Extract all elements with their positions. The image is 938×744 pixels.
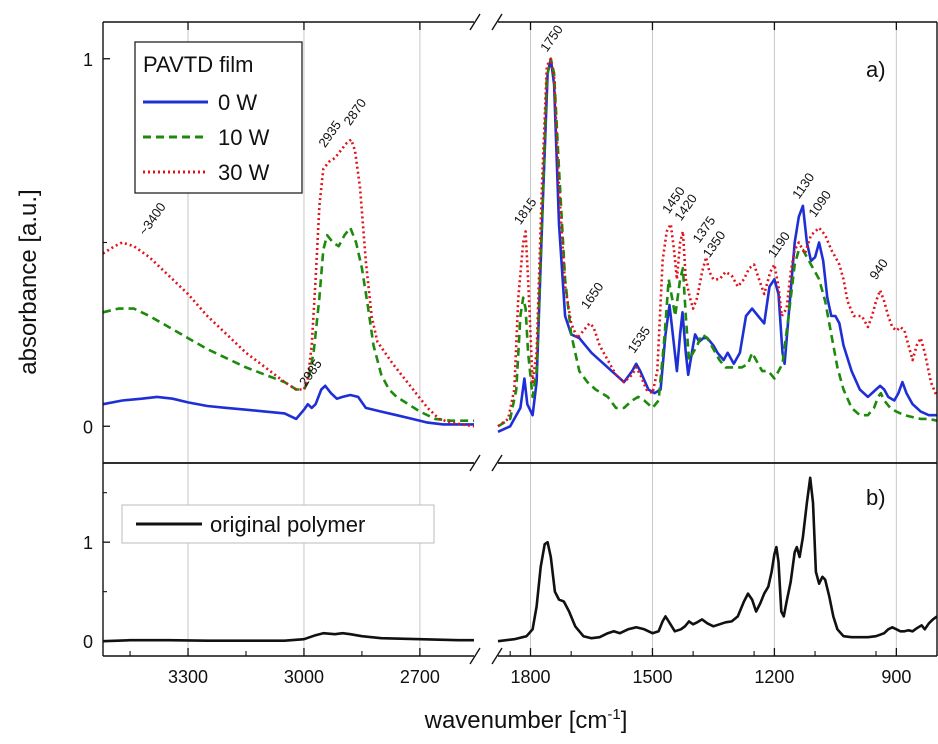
axis-ticks: 0 1 0 1 3300 3000 2700 1800 1500 1200 900 <box>83 22 938 687</box>
peak-label-940: 940 <box>866 256 891 282</box>
peak-label-1090: 1090 <box>805 188 834 220</box>
axis-break-gap <box>475 20 497 658</box>
peak-label-2870: 2870 <box>340 96 369 128</box>
ytick-label-b-1: 1 <box>83 533 93 553</box>
break-mark-2-r <box>491 647 503 665</box>
legend-panel-b: original polymer <box>121 504 435 544</box>
peak-label-2935: 2935 <box>315 118 344 150</box>
x-axis-label-end: ] <box>621 707 628 734</box>
peak-label-1815: 1815 <box>511 195 540 227</box>
xtick-label-1500: 1500 <box>632 667 672 687</box>
xtick-label-2700: 2700 <box>400 667 440 687</box>
legend-panel-a: PAVTD film 0 W 10 W 30 W <box>134 41 303 194</box>
vertical-gridlines <box>187 22 897 656</box>
panel-a-series <box>102 57 938 433</box>
peak-label-3400: ~3400 <box>136 200 169 239</box>
ytick-label-b-0: 0 <box>83 632 93 652</box>
ytick-label-a-1: 1 <box>83 50 93 70</box>
xtick-label-1800: 1800 <box>510 667 550 687</box>
break-mark-1-l <box>469 454 481 472</box>
peak-label-1650: 1650 <box>578 279 607 311</box>
y-axis-label: absorbance [a.u.] <box>15 189 42 374</box>
ytick-label-a-0: 0 <box>83 417 93 437</box>
series-line-a-0-w-left <box>102 384 474 426</box>
x-axis-label: wavenumber [cm-1] <box>424 706 628 734</box>
series-line-a-30-w-left <box>102 138 475 428</box>
break-mark-2-l <box>469 647 481 665</box>
x-axis-label-main: wavenumber [cm <box>424 707 608 734</box>
series-line-b-original-polymer-right <box>497 476 938 643</box>
series-line-a-30-w-right <box>497 57 938 428</box>
x-axis-label-sup: -1 <box>607 706 620 723</box>
xtick-label-3300: 3300 <box>168 667 208 687</box>
peak-label-1190: 1190 <box>765 229 793 261</box>
legend-box-a <box>134 41 303 194</box>
panel-label-a: a) <box>866 57 886 82</box>
legend-label-0w: 0 W <box>218 90 257 115</box>
break-mark-0-l <box>469 13 481 31</box>
break-mark-1-r <box>491 454 503 472</box>
legend-label-original-polymer: original polymer <box>210 512 365 537</box>
legend-label-30w: 30 W <box>218 160 270 185</box>
xtick-label-1200: 1200 <box>754 667 794 687</box>
series-line-b-original-polymer-left <box>102 631 474 643</box>
legend-label-10w: 10 W <box>218 125 270 150</box>
peak-label-1535: 1535 <box>624 324 653 356</box>
series-line-a-10-w-left <box>102 226 474 423</box>
panel-label-b: b) <box>866 485 886 510</box>
plot-frames <box>102 13 938 665</box>
xtick-label-3000: 3000 <box>284 667 324 687</box>
peak-label-1130: 1130 <box>789 170 817 202</box>
peak-label-2985: 2985 <box>296 357 325 389</box>
legend-title: PAVTD film <box>143 52 253 77</box>
break-mark-0-r <box>491 13 503 31</box>
panel-b-series <box>102 476 938 643</box>
peak-label-1750: 1750 <box>537 22 566 54</box>
xtick-label-900: 900 <box>881 667 911 687</box>
